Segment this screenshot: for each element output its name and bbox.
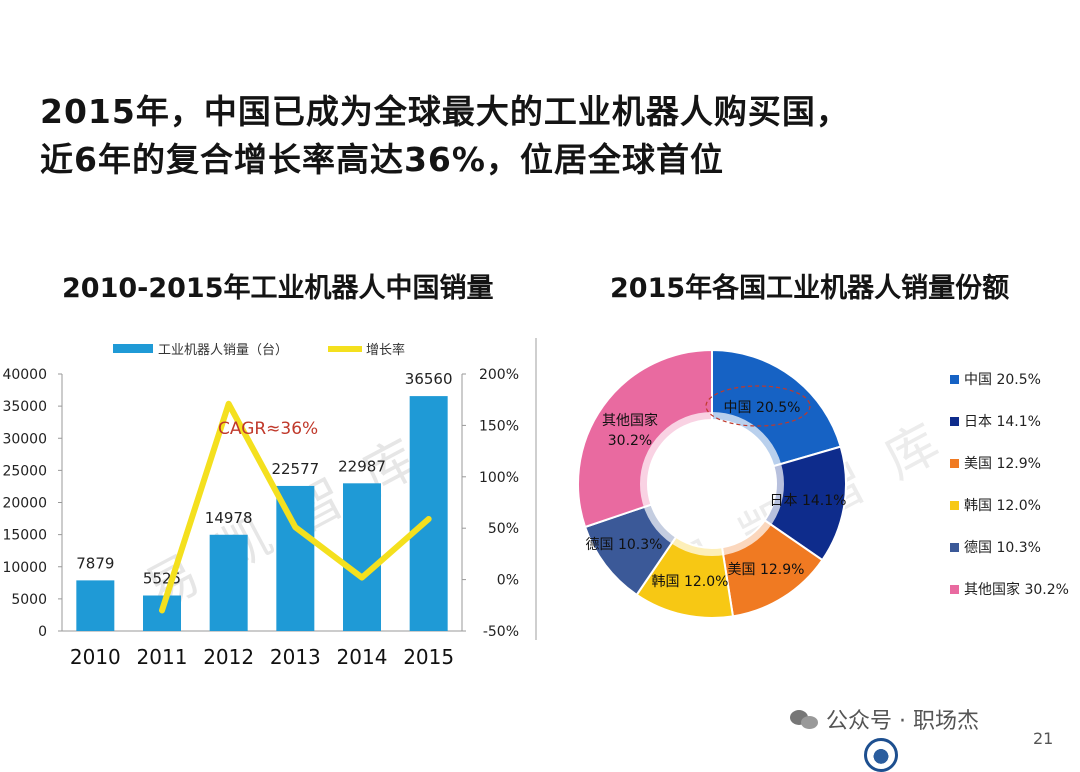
slice-label: 其他国家 bbox=[602, 412, 658, 429]
legend-label-sales: 工业机器人销量（台） bbox=[158, 343, 288, 358]
y-tick-label: 40000 bbox=[2, 367, 47, 383]
slice-label: 日本 14.1% bbox=[770, 493, 847, 509]
bar-chart-title: 2010-2015年工业机器人中国销量 bbox=[62, 273, 494, 304]
headline: 2015年，中国已成为全球最大的工业机器人购买国， 近6年的复合增长率高达36%… bbox=[40, 88, 850, 184]
y2-tick-label: 50% bbox=[488, 521, 519, 537]
slice-label: 中国 20.5% bbox=[724, 400, 801, 416]
pie-legend-swatch bbox=[950, 417, 959, 426]
slice-label: 美国 12.9% bbox=[728, 562, 805, 578]
slice-label: 德国 10.3% bbox=[586, 537, 663, 553]
x-tick-label: 2012 bbox=[203, 645, 254, 669]
pie-legend-swatch bbox=[950, 501, 959, 510]
y-tick-label: 0 bbox=[38, 624, 47, 640]
bar-data-label: 14978 bbox=[205, 509, 253, 527]
legend-swatch-sales bbox=[113, 344, 153, 353]
x-tick-label: 2015 bbox=[403, 645, 454, 669]
y2-tick-label: -50% bbox=[483, 624, 519, 640]
bar bbox=[276, 485, 315, 631]
bar bbox=[343, 483, 381, 631]
slice-label: 韩国 12.0% bbox=[652, 574, 729, 590]
x-tick-label: 2011 bbox=[137, 645, 188, 669]
bar bbox=[76, 580, 115, 631]
x-tick-label: 2014 bbox=[337, 645, 388, 669]
x-tick-label: 2010 bbox=[70, 645, 121, 669]
pie-legend-label: 中国 20.5% bbox=[964, 372, 1041, 388]
y-tick-label: 10000 bbox=[2, 560, 47, 576]
y2-tick-label: 150% bbox=[479, 418, 519, 434]
pie-legend-label: 韩国 12.0% bbox=[964, 498, 1041, 514]
y-tick-label: 30000 bbox=[2, 431, 47, 447]
y2-tick-label: 200% bbox=[479, 367, 519, 383]
bar bbox=[209, 534, 248, 631]
donut-slice bbox=[711, 348, 842, 468]
y-tick-label: 5000 bbox=[11, 592, 47, 608]
wechat-icon bbox=[790, 708, 820, 730]
page-number: 21 bbox=[1033, 729, 1054, 748]
bar bbox=[409, 396, 448, 631]
bar-data-label: 22987 bbox=[338, 457, 386, 475]
pie-legend-swatch bbox=[950, 585, 959, 594]
y-tick-label: 20000 bbox=[2, 496, 47, 512]
bar-data-label: 22577 bbox=[271, 460, 319, 478]
pie-legend-swatch bbox=[950, 543, 959, 552]
y2-tick-label: 0% bbox=[497, 573, 519, 589]
bar-data-label: 36560 bbox=[405, 370, 453, 388]
donut-slice bbox=[577, 348, 713, 529]
y-tick-label: 15000 bbox=[2, 528, 47, 544]
growth-line bbox=[159, 400, 432, 614]
y-tick-label: 25000 bbox=[2, 463, 47, 479]
slice-label: 30.2% bbox=[608, 433, 652, 449]
footer-text: 公众号 · 职场杰 bbox=[826, 709, 979, 734]
pie-legend-label: 德国 10.3% bbox=[964, 540, 1041, 556]
y-tick-label: 35000 bbox=[2, 399, 47, 415]
pie-legend-label: 其他国家 30.2% bbox=[964, 581, 1069, 598]
cagr-annotation: CAGR≈36% bbox=[218, 419, 318, 439]
y2-tick-label: 100% bbox=[479, 470, 519, 486]
pie-legend-label: 美国 12.9% bbox=[964, 456, 1041, 472]
logo-icon bbox=[864, 738, 898, 772]
pie-chart-title: 2015年各国工业机器人销量份额 bbox=[610, 273, 1010, 304]
legend-label-growth: 增长率 bbox=[366, 342, 405, 358]
china-highlight-ellipse bbox=[705, 385, 811, 427]
pie-legend-label: 日本 14.1% bbox=[964, 414, 1041, 430]
x-tick-label: 2013 bbox=[270, 645, 321, 669]
headline-line-1: 2015年，中国已成为全球最大的工业机器人购买国， bbox=[40, 92, 850, 131]
pie-legend-swatch bbox=[950, 375, 959, 384]
headline-line-2: 近6年的复合增长率高达36%，位居全球首位 bbox=[40, 140, 724, 179]
bar-data-label: 7879 bbox=[76, 554, 114, 572]
chart-divider bbox=[535, 338, 537, 640]
footer: 公众号 · 职场杰 bbox=[790, 703, 979, 735]
pie-legend-swatch bbox=[950, 459, 959, 468]
